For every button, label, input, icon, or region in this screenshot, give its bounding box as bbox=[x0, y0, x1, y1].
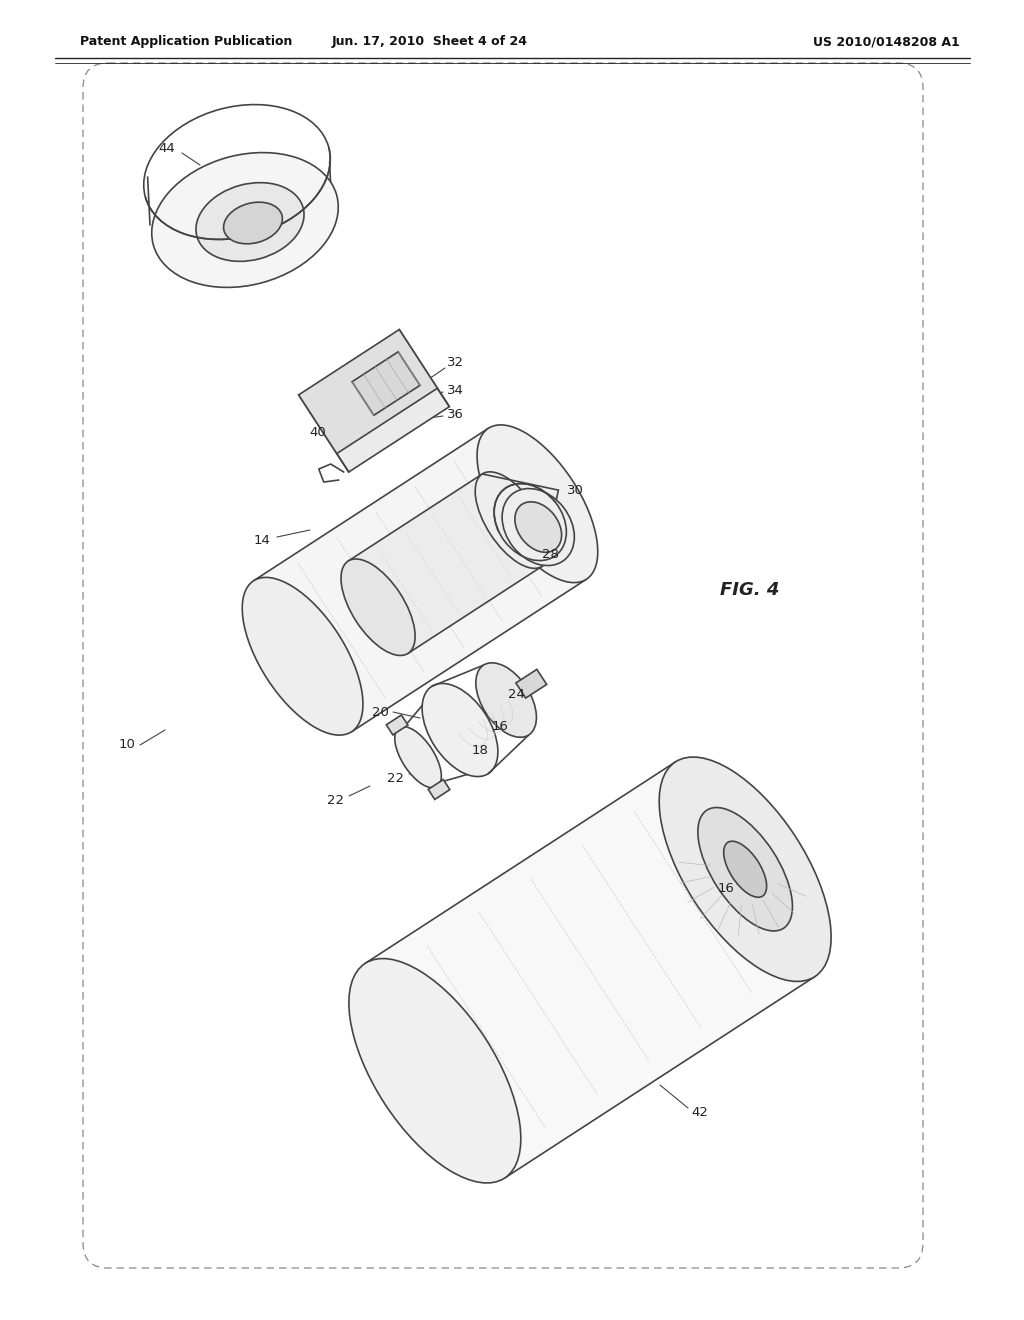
Polygon shape bbox=[366, 762, 815, 1179]
Ellipse shape bbox=[422, 684, 498, 776]
Ellipse shape bbox=[196, 182, 304, 261]
Polygon shape bbox=[310, 348, 450, 473]
Ellipse shape bbox=[659, 758, 831, 982]
Text: 42: 42 bbox=[691, 1106, 709, 1118]
Text: 34: 34 bbox=[446, 384, 464, 396]
Polygon shape bbox=[254, 428, 587, 731]
Ellipse shape bbox=[724, 841, 767, 898]
Text: 16: 16 bbox=[492, 719, 509, 733]
Ellipse shape bbox=[477, 425, 598, 582]
Ellipse shape bbox=[223, 202, 283, 244]
Text: US 2010/0148208 A1: US 2010/0148208 A1 bbox=[813, 36, 961, 49]
Polygon shape bbox=[386, 715, 408, 735]
Ellipse shape bbox=[152, 153, 338, 288]
Text: Jun. 17, 2010  Sheet 4 of 24: Jun. 17, 2010 Sheet 4 of 24 bbox=[332, 36, 528, 49]
Ellipse shape bbox=[349, 958, 521, 1183]
Text: 40: 40 bbox=[309, 425, 327, 438]
Ellipse shape bbox=[341, 558, 415, 656]
Text: Patent Application Publication: Patent Application Publication bbox=[80, 36, 293, 49]
Text: 24: 24 bbox=[508, 689, 524, 701]
Ellipse shape bbox=[476, 663, 537, 738]
Text: 14: 14 bbox=[254, 533, 270, 546]
Text: 22: 22 bbox=[386, 771, 403, 784]
Ellipse shape bbox=[515, 502, 561, 552]
Text: 28: 28 bbox=[542, 549, 558, 561]
Polygon shape bbox=[348, 474, 543, 653]
Text: 44: 44 bbox=[159, 141, 175, 154]
Polygon shape bbox=[299, 330, 437, 454]
Ellipse shape bbox=[395, 726, 441, 788]
Ellipse shape bbox=[475, 471, 549, 569]
Text: 22: 22 bbox=[327, 793, 343, 807]
Ellipse shape bbox=[502, 488, 574, 565]
Polygon shape bbox=[516, 669, 547, 698]
Text: 16: 16 bbox=[718, 882, 734, 895]
Text: 20: 20 bbox=[372, 705, 388, 718]
Ellipse shape bbox=[243, 577, 362, 735]
Text: 18: 18 bbox=[472, 743, 488, 756]
Text: 32: 32 bbox=[446, 355, 464, 368]
Polygon shape bbox=[428, 780, 450, 800]
Text: 36: 36 bbox=[446, 408, 464, 421]
Text: FIG. 4: FIG. 4 bbox=[720, 581, 779, 599]
Ellipse shape bbox=[698, 808, 793, 931]
Polygon shape bbox=[352, 352, 420, 416]
Text: 10: 10 bbox=[119, 738, 135, 751]
Text: 30: 30 bbox=[566, 483, 584, 496]
